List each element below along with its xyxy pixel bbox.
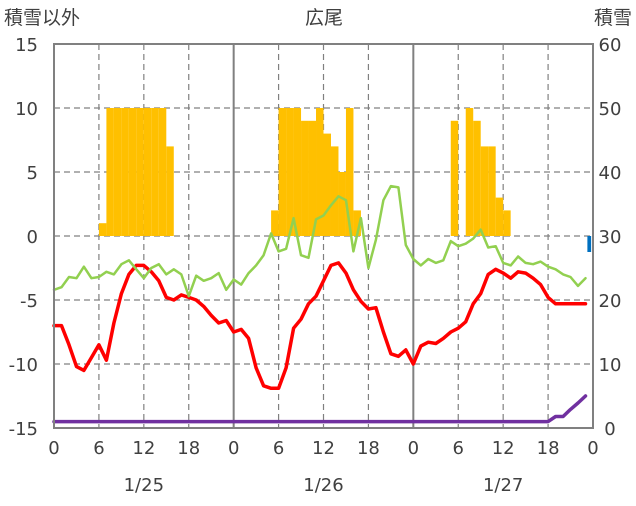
x-tick-label: 0 bbox=[587, 438, 598, 459]
precip-bar bbox=[128, 108, 137, 236]
right-axis-label: 積雪 bbox=[594, 7, 632, 29]
left-tick-label: -15 bbox=[9, 419, 38, 440]
day-label: 1/26 bbox=[303, 475, 343, 496]
precip-bar bbox=[98, 223, 107, 236]
line-series bbox=[52, 184, 588, 424]
x-tick-label: 0 bbox=[48, 438, 59, 459]
x-tick-label: 18 bbox=[537, 438, 560, 459]
precip-bar bbox=[345, 108, 354, 236]
precip-bar bbox=[473, 120, 481, 236]
left-tick-label: 0 bbox=[27, 227, 38, 248]
series-line bbox=[52, 184, 587, 298]
precip-bar bbox=[106, 108, 114, 236]
left-tick-label: 15 bbox=[15, 35, 38, 56]
x-tick-label: 12 bbox=[492, 438, 515, 459]
plot-frame bbox=[53, 43, 594, 429]
precip-bar bbox=[330, 146, 339, 236]
precip-bar bbox=[338, 172, 346, 236]
precip-bar bbox=[495, 197, 504, 236]
precip-bar bbox=[308, 120, 317, 236]
left-tick-label: -10 bbox=[9, 355, 38, 376]
precip-bar bbox=[113, 108, 122, 236]
precip-bar bbox=[158, 108, 167, 236]
series-line bbox=[52, 261, 588, 391]
precip-bar bbox=[293, 108, 302, 236]
right-tick-label: 30 bbox=[599, 227, 622, 248]
snow-depth-bar bbox=[587, 236, 592, 252]
precip-bar bbox=[323, 133, 331, 236]
bar-series bbox=[98, 108, 592, 252]
x-tick-label: 12 bbox=[312, 438, 335, 459]
precip-bar bbox=[450, 120, 459, 236]
chart-title: 広尾 bbox=[305, 7, 343, 29]
left-tick-label: 10 bbox=[15, 99, 38, 120]
precip-bar bbox=[278, 108, 287, 236]
left-tick-label: -5 bbox=[20, 291, 38, 312]
precip-bar bbox=[271, 210, 279, 236]
x-tick-label: 6 bbox=[93, 438, 104, 459]
x-tick-label: 6 bbox=[453, 438, 464, 459]
precip-bar bbox=[465, 108, 474, 236]
right-tick-label: 20 bbox=[599, 291, 622, 312]
precip-bar bbox=[151, 108, 159, 236]
series-line bbox=[52, 394, 588, 424]
precip-bar bbox=[480, 146, 489, 236]
precip-bar bbox=[143, 108, 152, 236]
precip-bar bbox=[286, 108, 294, 236]
x-tick-label: 18 bbox=[357, 438, 380, 459]
precip-bar bbox=[166, 146, 174, 236]
day-label: 1/25 bbox=[124, 475, 164, 496]
day-label: 1/27 bbox=[483, 475, 523, 496]
left-axis-label: 積雪以外 bbox=[4, 7, 80, 29]
precip-bar bbox=[316, 108, 324, 236]
right-tick-label: 40 bbox=[599, 163, 622, 184]
precip-bar bbox=[136, 108, 144, 236]
left-tick-label: 5 bbox=[27, 163, 38, 184]
precip-bar bbox=[488, 146, 496, 236]
right-tick-label: 10 bbox=[599, 355, 622, 376]
x-tick-label: 18 bbox=[177, 438, 200, 459]
precip-bar bbox=[353, 210, 361, 236]
right-tick-label: 60 bbox=[599, 35, 622, 56]
precip-bar bbox=[121, 108, 129, 236]
x-tick-label: 0 bbox=[228, 438, 239, 459]
precip-bar bbox=[503, 210, 511, 236]
right-tick-label: 50 bbox=[599, 99, 622, 120]
x-tick-label: 12 bbox=[132, 438, 155, 459]
x-tick-label: 0 bbox=[408, 438, 419, 459]
x-tick-label: 6 bbox=[273, 438, 284, 459]
precip-bar bbox=[301, 120, 309, 236]
right-tick-label: 0 bbox=[604, 419, 615, 440]
